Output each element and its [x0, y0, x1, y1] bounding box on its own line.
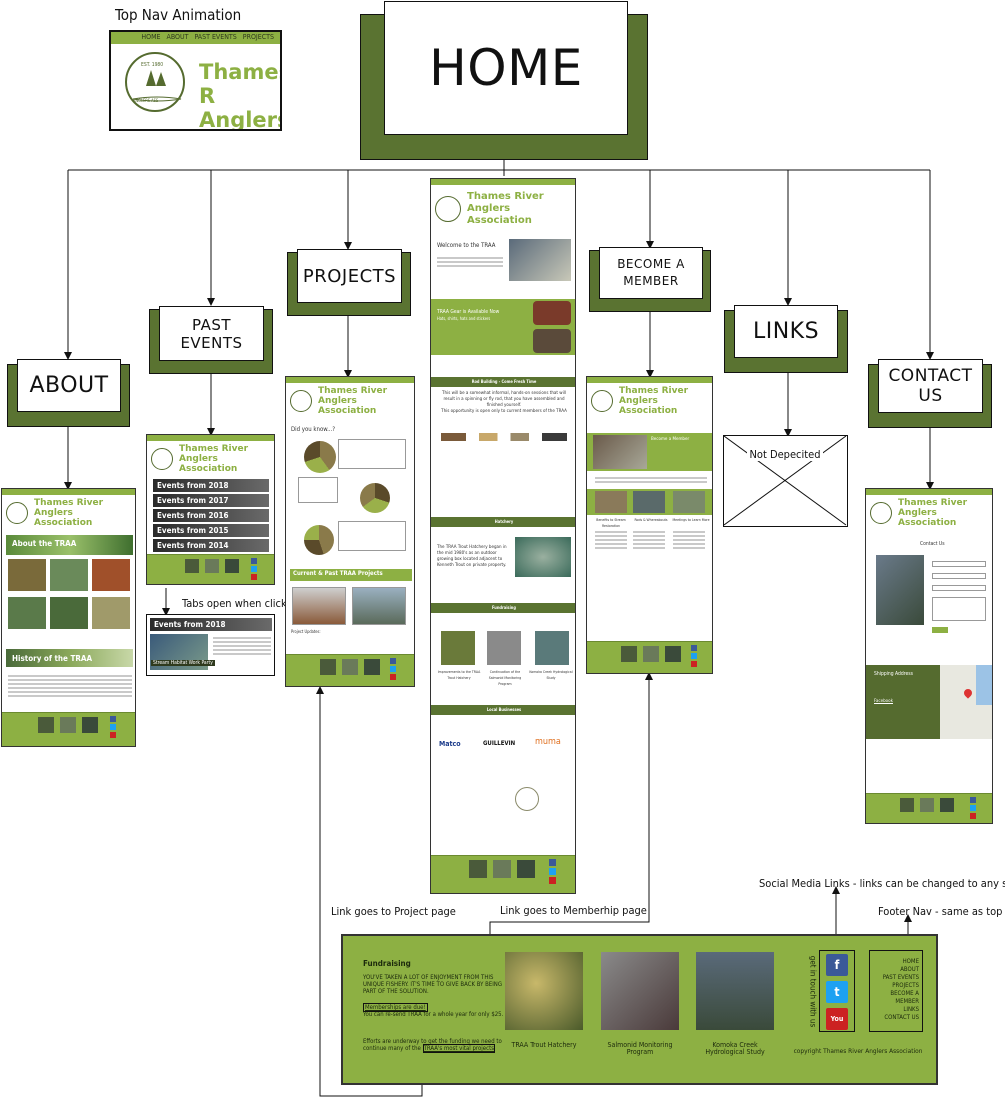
efforts-text: Efforts are underway to get the funding … [363, 1038, 502, 1053]
footer-nav-contact[interactable]: CONTACT US [884, 1014, 919, 1021]
node-about[interactable]: ABOUT [7, 359, 130, 427]
project-link-annotation: Link goes to Project page [331, 905, 456, 918]
node-become-member-label: BECOME A MEMBER [599, 247, 703, 299]
events-tab-2018[interactable]: Events from 2018 [153, 479, 269, 492]
project-caption-hatchery[interactable]: TRAA Trout Hatchery [511, 1041, 577, 1049]
placeholder-cross [724, 436, 847, 526]
top-nav-animation-preview: HOME ABOUT PAST EVENTS PROJECTS EST. 198… [109, 30, 282, 131]
node-become-member[interactable]: BECOME A MEMBER [589, 247, 711, 312]
member-link-annotation: Link goes to Memberhip page [500, 904, 647, 917]
node-links-label: LINKS [734, 305, 838, 358]
membership-link[interactable]: Memberships are due! [363, 1003, 428, 1012]
node-home-label: HOME [384, 1, 628, 135]
logo-icon [591, 390, 613, 412]
project-caption-komoka[interactable]: Komoka Creek Hydrological Study [705, 1041, 765, 1056]
node-projects[interactable]: PROJECTS [287, 249, 411, 316]
events-tab-open-preview: Events from 2018 Stream Habitat Work Par… [146, 614, 275, 676]
copyright: copyright Thames River Anglers Associati… [793, 1047, 923, 1055]
trout-hatchery-photo[interactable] [505, 952, 583, 1030]
logo-icon [435, 196, 461, 222]
projects-page-thumbnail[interactable]: Thames River Anglers Association Did you … [285, 376, 415, 687]
member-page-thumbnail[interactable]: Thames River Anglers Association Become a… [586, 376, 713, 674]
association-logo: EST. 1980 ANGLERS ASS [125, 52, 185, 112]
footer-nav-box [869, 950, 923, 1032]
nav-item-about[interactable]: ABOUT [166, 33, 189, 41]
logo-icon [151, 448, 173, 470]
nav-item-projects[interactable]: PROJECTS [242, 33, 274, 41]
social-media-annotation: Social Media Links - links can be change… [759, 877, 1005, 890]
project-caption-salmonid[interactable]: Salmonid Monitoring Program [607, 1041, 673, 1056]
footer-body: YOU'VE TAKEN A LOT OF ENJOYMENT FROM THI… [363, 974, 503, 995]
node-past-events-label: PAST EVENTS [159, 306, 264, 361]
about-section-title: About the TRAA [12, 539, 77, 548]
logo-icon [290, 390, 312, 412]
events-tab-2015[interactable]: Events from 2015 [153, 524, 269, 537]
top-nav-animation-label: Top Nav Animation [115, 6, 242, 24]
contact-page-thumbnail[interactable]: Thames River Anglers Association Contact … [865, 488, 993, 824]
social-links-box [819, 950, 855, 1032]
node-about-label: ABOUT [17, 359, 121, 412]
node-contact-label: CONTACT US [878, 359, 983, 413]
twitter-icon[interactable]: t [826, 981, 848, 1003]
komoka-creek-photo[interactable] [696, 952, 774, 1030]
logo-icon [6, 502, 28, 524]
not-depicted-label: Not Depecited [747, 448, 823, 461]
youtube-icon[interactable]: You [826, 1008, 848, 1030]
footer-nav-member[interactable]: BECOME A MEMBER [890, 990, 919, 1005]
footer-nav-links[interactable]: LINKS [903, 1006, 919, 1013]
projects-link[interactable]: TRAA's most vital projects [422, 1044, 496, 1053]
brand-name: Thames R Anglers A [199, 60, 282, 131]
node-projects-label: PROJECTS [297, 249, 402, 303]
home-page-thumbnail[interactable]: Thames River Anglers Association Welcome … [430, 178, 576, 894]
footer-nav-past-events[interactable]: PAST EVENTS [882, 974, 919, 981]
links-page-placeholder: Not Depecited [723, 435, 848, 527]
footer-detail: Fundraising YOU'VE TAKEN A LOT OF ENJOYM… [341, 934, 938, 1085]
get-in-touch-label: get in touch with us [808, 955, 818, 1028]
salmonid-monitoring-photo[interactable] [601, 952, 679, 1030]
footer-nav-about[interactable]: ABOUT [900, 966, 919, 973]
footer-heading: Fundraising [363, 959, 411, 968]
node-home[interactable]: HOME [360, 1, 648, 160]
footer-nav-projects[interactable]: PROJECTS [892, 982, 919, 989]
node-past-events[interactable]: PAST EVENTS [149, 306, 273, 374]
node-contact[interactable]: CONTACT US [868, 359, 992, 428]
nav-item-past-events[interactable]: PAST EVENTS [194, 33, 237, 41]
events-tab-2014[interactable]: Events from 2014 [153, 539, 269, 552]
history-section-title: History of the TRAA [12, 654, 93, 663]
about-page-thumbnail[interactable]: Thames River Anglers Association About th… [1, 488, 136, 747]
top-nav-bar: HOME ABOUT PAST EVENTS PROJECTS [111, 32, 280, 44]
renew-text: You can re-send TRAA for a whole year fo… [363, 1011, 504, 1018]
footer-nav: HOME ABOUT PAST EVENTS PROJECTS BECOME A… [869, 958, 919, 1022]
past-events-page-thumbnail[interactable]: Thames River Anglers Association Events f… [146, 434, 275, 585]
footer-nav-annotation: Footer Nav - same as top nav [878, 905, 1005, 918]
events-tab-2017[interactable]: Events from 2017 [153, 494, 269, 507]
footer-nav-home[interactable]: HOME [902, 958, 919, 965]
node-links[interactable]: LINKS [724, 305, 848, 373]
tabs-note: Tabs open when clicked [182, 597, 299, 610]
logo-icon [870, 502, 892, 524]
events-tab-2016[interactable]: Events from 2016 [153, 509, 269, 522]
nav-item-home[interactable]: HOME [141, 33, 161, 41]
facebook-icon[interactable]: f [826, 954, 848, 976]
